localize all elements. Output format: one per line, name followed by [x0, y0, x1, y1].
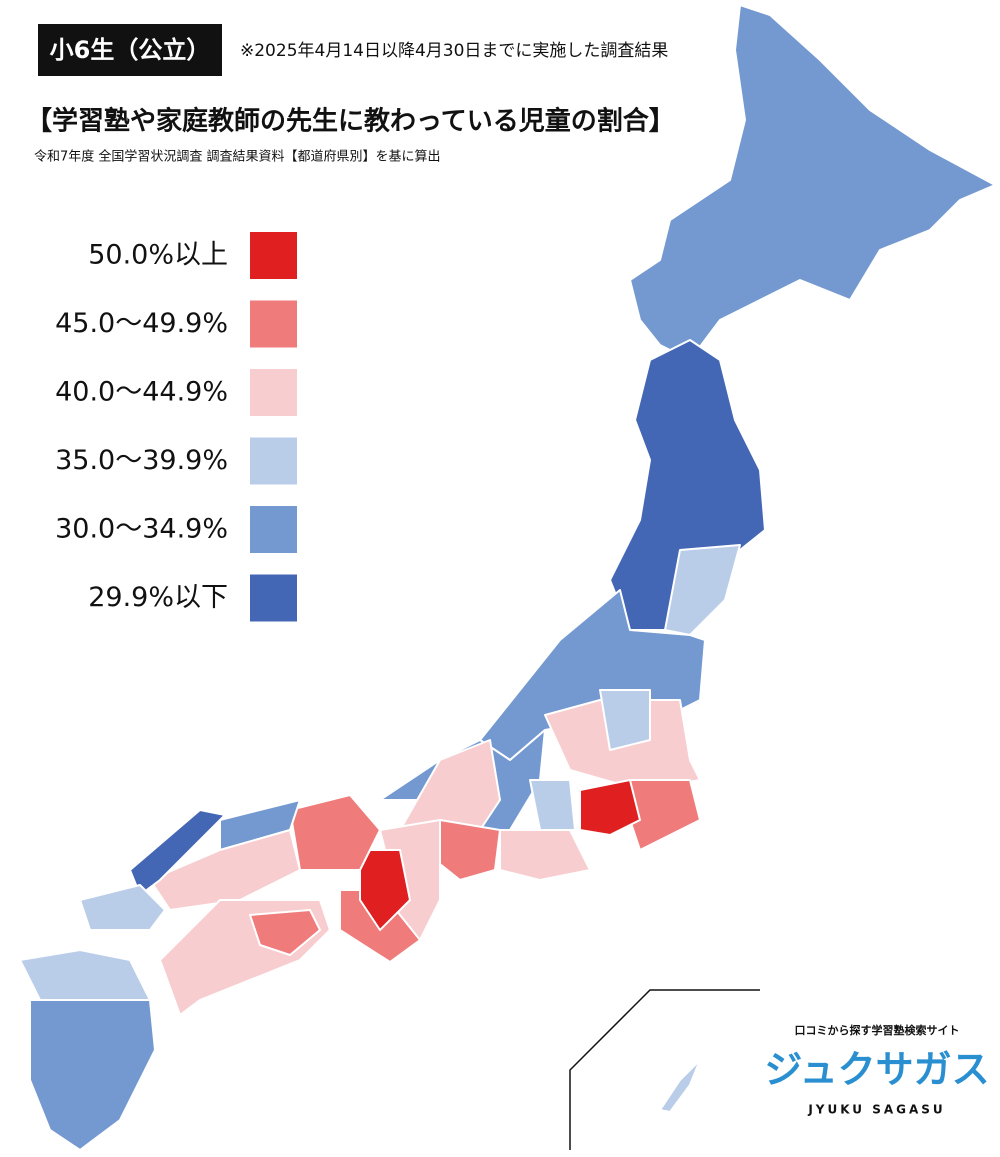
- region: [434, 819, 501, 881]
- region: [499, 829, 591, 881]
- legend-swatch: [250, 369, 297, 416]
- region: [579, 779, 641, 836]
- badge-bg: [38, 24, 222, 76]
- region: [664, 544, 741, 636]
- legend-swatch: [250, 437, 297, 485]
- legend-label: 30.0～34.9%: [55, 514, 228, 545]
- legend-swatch: [250, 506, 297, 553]
- region: [629, 4, 996, 361]
- region: [29, 999, 156, 1151]
- japan-map: [19, 4, 996, 1151]
- legend-swatch: [250, 300, 297, 348]
- logo-tagline: 口コミから探す学習塾検索サイト: [795, 1023, 960, 1037]
- region: [529, 779, 576, 831]
- note: ※2025年4月14日以降4月30日までに実施した調査結果: [240, 41, 668, 61]
- legend-swatch: [250, 574, 297, 622]
- region: [599, 689, 651, 751]
- region: [659, 1059, 701, 1113]
- legend-label: 29.9%以下: [88, 582, 228, 613]
- inset-border: [569, 989, 760, 1150]
- region: [359, 849, 411, 931]
- title: 【学習塾や家庭教師の先生に教わっている児童の割合】: [26, 106, 675, 137]
- region: [249, 909, 321, 956]
- legend: 50.0%以上 45.0～49.9% 40.0～44.9% 35.0～39.9% 30.…: [55, 232, 297, 622]
- legend-label: 35.0～39.9%: [55, 445, 228, 476]
- legend-label: 50.0%以上: [88, 240, 228, 271]
- legend-swatch: [250, 232, 297, 279]
- region: [19, 949, 151, 1001]
- legend-label: 40.0～44.9%: [55, 377, 228, 408]
- logo-romaji: JYUKU SAGASU: [807, 1103, 945, 1117]
- region: [289, 794, 381, 871]
- subtitle: 令和7年度 全国学習状況調査 調査結果資料【都道府県別】を基に算出: [34, 149, 441, 165]
- region: [629, 779, 701, 851]
- legend-label: 45.0～49.9%: [55, 308, 228, 339]
- badge: 小6生（公立）: [50, 36, 211, 64]
- logo-name: ジュクサガス: [764, 1048, 989, 1092]
- region: [79, 884, 166, 931]
- region: [149, 829, 301, 911]
